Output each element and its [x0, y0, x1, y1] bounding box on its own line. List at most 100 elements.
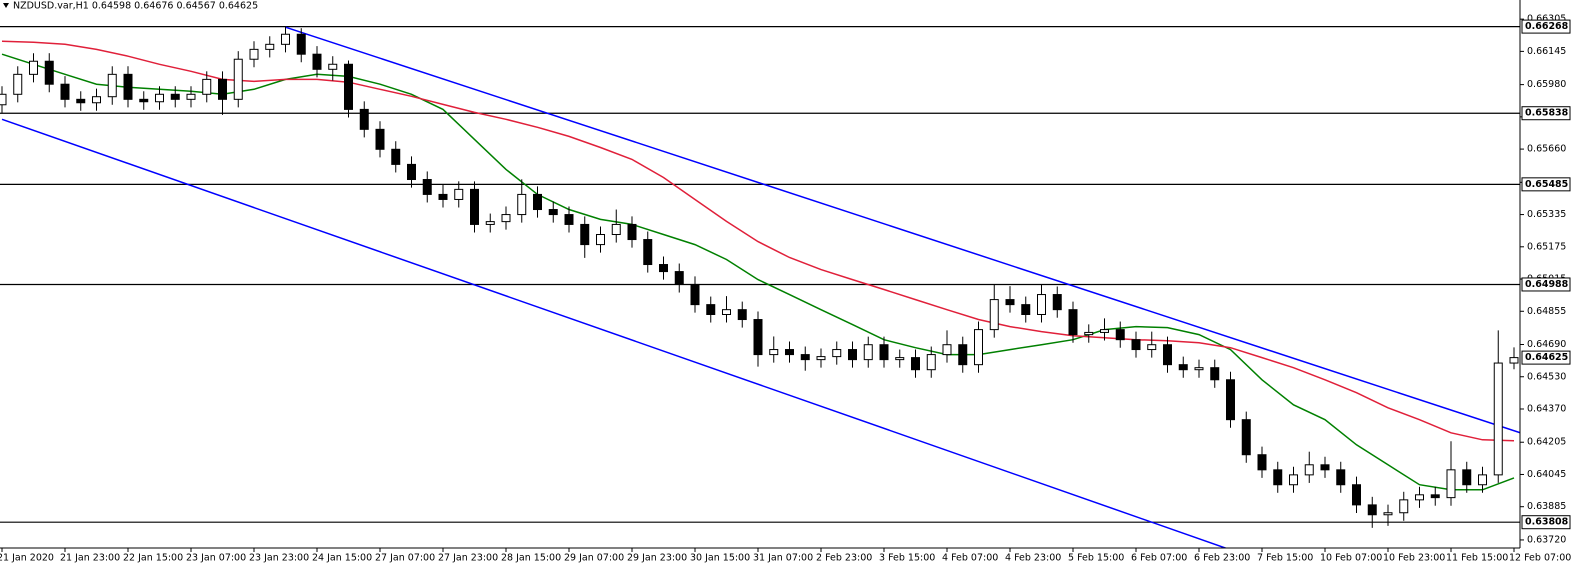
trendline	[285, 26, 1520, 434]
y-tick-label: 0.66145	[1527, 46, 1566, 57]
candle-body	[1304, 464, 1314, 476]
x-tick-label: 10 Feb 07:00	[1320, 553, 1382, 564]
x-tick-label: 28 Jan 15:00	[501, 553, 561, 564]
candle-body	[1210, 367, 1220, 381]
y-tick-label: 0.64690	[1527, 339, 1566, 350]
x-tick-label: 6 Feb 23:00	[1194, 553, 1250, 564]
candle-body	[1399, 499, 1409, 514]
x-tick-label: 6 Feb 07:00	[1131, 553, 1187, 564]
candle-body	[0, 93, 7, 106]
x-tick-label: 29 Jan 07:00	[564, 553, 624, 564]
candle-body	[29, 60, 38, 75]
candle-body	[706, 304, 716, 315]
candle-body	[879, 344, 889, 361]
candle-body	[359, 108, 369, 130]
candle-body	[1367, 504, 1377, 516]
candle-body	[312, 53, 322, 70]
candle-body	[1273, 469, 1283, 486]
axes: 0.663050.661450.659800.658200.656600.654…	[0, 14, 1571, 564]
y-tick-label: 0.63720	[1527, 534, 1566, 545]
candle-body	[1037, 294, 1046, 315]
candle-body	[454, 188, 464, 200]
candle-body	[1336, 469, 1346, 486]
candle-body	[407, 163, 416, 181]
candle-body	[186, 93, 196, 100]
candle-body	[848, 349, 857, 361]
candle-body	[1052, 294, 1062, 311]
x-tick-label: 29 Jan 23:00	[627, 553, 687, 564]
x-tick-label: 23 Jan 07:00	[186, 553, 246, 564]
x-tick-label: 21 Jan 2020	[0, 553, 54, 564]
y-tick-label: 0.65335	[1527, 209, 1566, 220]
candle-body	[800, 354, 810, 361]
candle-body	[1084, 331, 1094, 336]
candle-body	[674, 271, 684, 285]
candle-body	[1383, 512, 1393, 516]
x-tick-label: 27 Jan 07:00	[375, 553, 435, 564]
price-label-box	[1521, 515, 1571, 530]
candle-body	[60, 83, 70, 100]
x-tick-label: 21 Jan 23:00	[60, 553, 120, 564]
price-label: 0.64625	[1525, 352, 1568, 363]
low: 0.64567	[177, 0, 216, 11]
candle-body	[1446, 469, 1456, 499]
candle-body	[501, 214, 511, 223]
header: NZDUSD.var,H1 0.64598 0.64676 0.64567 0.…	[13, 0, 258, 11]
x-tick-label: 11 Feb 15:00	[1446, 553, 1508, 564]
candle-body	[548, 209, 558, 216]
candle-body	[974, 329, 983, 366]
price-label-box	[1521, 106, 1571, 121]
candle-body	[785, 349, 794, 356]
price-label: 0.65838	[1525, 108, 1569, 119]
menu-arrow[interactable]	[3, 3, 9, 8]
candle-body	[1100, 329, 1109, 333]
price-label: 0.63808	[1525, 517, 1569, 528]
x-tick-label: 12 Feb 07:00	[1509, 553, 1571, 564]
candle-body	[911, 357, 920, 371]
candle-body	[92, 96, 101, 104]
candle-body	[1163, 344, 1172, 366]
price-label-box	[1521, 19, 1571, 34]
candle-body	[1241, 419, 1251, 456]
candle-body	[170, 93, 180, 100]
candle-body	[281, 33, 290, 45]
y-tick-label: 0.64855	[1527, 306, 1566, 317]
candle-body	[155, 93, 164, 103]
plot-area	[0, 25, 1520, 548]
x-tick-label: 4 Feb 07:00	[942, 553, 998, 564]
candle-body	[233, 58, 243, 100]
candle-body	[13, 73, 23, 95]
candle-body	[1415, 494, 1424, 501]
price-label-box	[1521, 177, 1571, 192]
x-tick-label: 22 Jan 15:00	[123, 553, 183, 564]
candle-body	[1509, 357, 1519, 364]
candle-body	[202, 78, 212, 95]
candle-body	[76, 98, 86, 104]
candle-body	[422, 179, 432, 195]
candle-body	[958, 344, 968, 366]
candle-body	[517, 193, 527, 216]
candle-body	[438, 193, 448, 200]
x-tick-label: 7 Feb 15:00	[1257, 553, 1313, 564]
candle-body	[1005, 299, 1015, 306]
candle-body	[643, 239, 653, 266]
candle-body	[485, 221, 495, 225]
x-tick-label: 5 Feb 15:00	[1068, 553, 1124, 564]
candle-body	[989, 299, 999, 331]
candle-body	[1257, 454, 1267, 471]
candle-body	[1320, 464, 1330, 471]
price-label-box	[1521, 277, 1571, 292]
candle-body	[328, 63, 338, 70]
candle-body	[564, 214, 574, 225]
candle-body	[1021, 304, 1031, 315]
x-tick-label: 30 Jan 15:00	[690, 553, 750, 564]
candle-body	[580, 223, 590, 246]
candle-body	[722, 309, 731, 315]
candle-body	[1115, 329, 1125, 341]
price-label: 0.65485	[1525, 179, 1568, 190]
candle-body	[533, 193, 542, 211]
candle-body	[1131, 339, 1141, 351]
high: 0.64676	[134, 0, 173, 11]
x-tick-label: 3 Feb 15:00	[879, 553, 935, 564]
